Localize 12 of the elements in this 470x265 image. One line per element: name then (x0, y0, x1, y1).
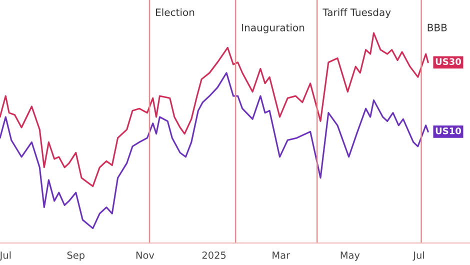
ref-line-label: Election (156, 8, 194, 16)
x-tick-label: Nov (136, 252, 154, 259)
x-tick-label: Jul (412, 251, 424, 261)
x-tick-label: May (340, 252, 360, 261)
series-label: US30 (436, 58, 462, 65)
series-label: US10 (436, 127, 462, 134)
x-tick-label: Sep (67, 252, 85, 261)
x-tick-label: Mar (272, 252, 290, 259)
x-tick-label: 2025 (202, 252, 226, 259)
ref-line-label: Tariff Tuesday (322, 8, 391, 18)
ref-line-label: BBB (428, 24, 447, 32)
ref-line-label: Inauguration (242, 24, 304, 34)
